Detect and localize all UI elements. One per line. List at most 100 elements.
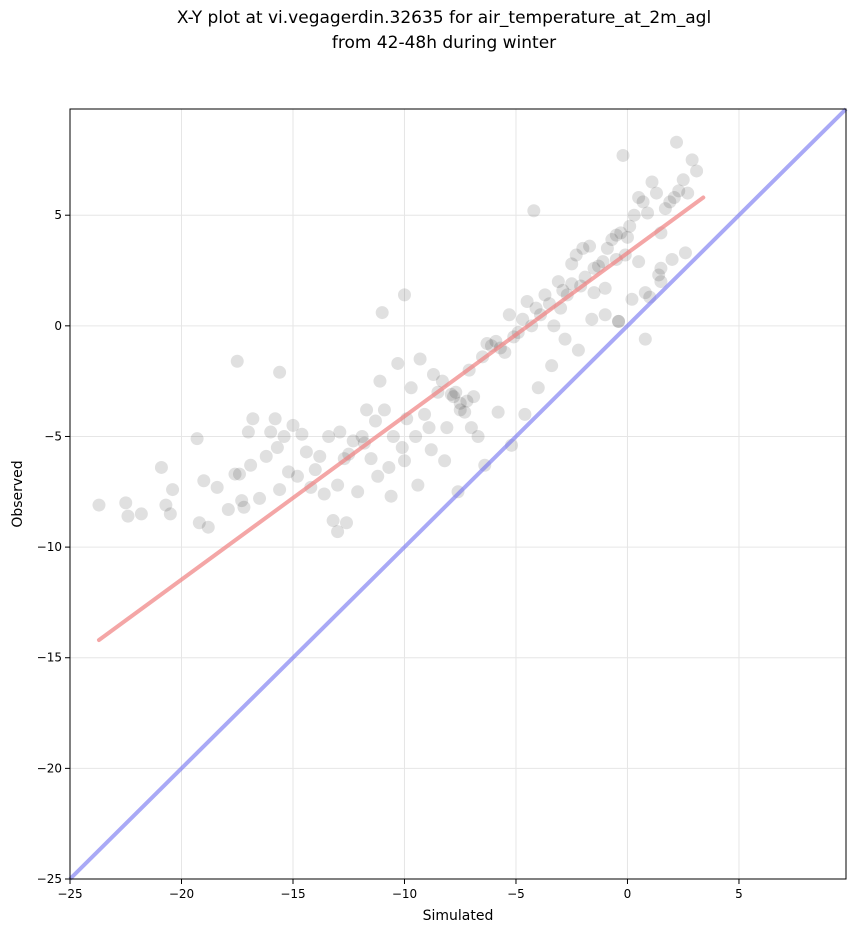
data-point <box>471 429 485 443</box>
data-point <box>458 405 472 419</box>
data-point <box>583 239 597 253</box>
data-point <box>531 381 545 395</box>
data-point <box>368 414 382 428</box>
data-point <box>270 441 284 455</box>
data-point <box>464 421 478 435</box>
data-point <box>241 425 255 439</box>
data-point <box>273 365 287 379</box>
data-point <box>529 301 543 315</box>
data-point <box>386 429 400 443</box>
data-point <box>159 498 173 512</box>
data-point <box>277 429 291 443</box>
x-tick-label: −10 <box>392 887 417 901</box>
data-point <box>264 425 278 439</box>
data-point <box>373 374 387 388</box>
data-point <box>395 441 409 455</box>
data-point <box>355 429 369 443</box>
data-point <box>121 509 135 523</box>
data-point <box>596 255 610 269</box>
data-point <box>340 516 354 530</box>
data-point <box>382 460 396 474</box>
data-point <box>192 516 206 530</box>
data-point <box>418 407 432 421</box>
x-tick-label: 5 <box>735 887 743 901</box>
data-point <box>92 498 106 512</box>
data-point <box>346 434 360 448</box>
data-point <box>587 286 601 300</box>
data-point <box>547 319 561 333</box>
data-point <box>119 496 133 510</box>
data-point <box>600 241 614 255</box>
data-point <box>286 418 300 432</box>
data-point <box>453 403 467 417</box>
scatter-points <box>92 135 704 539</box>
data-point <box>538 288 552 302</box>
data-point <box>351 485 365 499</box>
data-point <box>632 255 646 269</box>
data-point <box>565 257 579 271</box>
data-point <box>520 295 534 308</box>
data-point <box>576 241 590 255</box>
data-point <box>299 445 313 459</box>
plot-frame <box>69 108 847 880</box>
data-point <box>253 491 267 505</box>
data-point <box>228 467 242 481</box>
data-point <box>290 469 304 483</box>
data-point <box>502 308 516 322</box>
data-point <box>422 421 436 435</box>
data-point <box>527 204 541 218</box>
data-point <box>605 233 619 247</box>
data-point <box>625 292 639 306</box>
trend-lines <box>68 107 848 881</box>
x-axis-label: Simulated <box>423 908 494 924</box>
data-point <box>166 483 180 497</box>
data-point <box>438 454 452 468</box>
data-point <box>685 153 699 167</box>
y-tick-label: −20 <box>37 761 62 775</box>
data-point <box>163 507 177 521</box>
x-tick-label: −15 <box>280 887 305 901</box>
data-point <box>391 356 405 370</box>
data-point <box>565 277 579 291</box>
data-point <box>654 275 668 289</box>
data-point <box>616 148 630 162</box>
data-point <box>259 449 273 463</box>
data-point <box>612 314 626 328</box>
data-point <box>676 173 690 187</box>
data-point <box>672 184 686 198</box>
data-point <box>397 288 411 302</box>
data-point <box>331 478 345 492</box>
data-point <box>282 465 296 479</box>
identity-line <box>68 107 848 881</box>
data-point <box>246 412 260 426</box>
data-point <box>585 312 599 326</box>
data-point <box>447 390 461 404</box>
chart-title-line2: from 42-48h during winter <box>332 33 556 53</box>
data-point <box>190 432 204 446</box>
data-point <box>397 454 411 468</box>
data-point <box>360 403 374 417</box>
data-point <box>308 463 322 477</box>
y-tick-label: 5 <box>54 208 62 222</box>
data-point <box>460 394 474 408</box>
data-point <box>453 396 467 410</box>
x-tick-label: −5 <box>507 887 525 901</box>
data-point <box>609 228 623 242</box>
data-point <box>244 458 258 472</box>
data-point <box>551 275 565 289</box>
y-tick-label: −5 <box>44 429 62 443</box>
data-point <box>404 381 418 395</box>
data-point <box>620 230 634 244</box>
chart-title-line1: X-Y plot at vi.vegagerdin.32635 for air_… <box>177 8 711 28</box>
data-point <box>665 252 679 266</box>
data-point <box>516 312 530 326</box>
data-point <box>295 427 309 441</box>
data-point <box>134 507 148 521</box>
data-point <box>587 261 601 275</box>
data-point <box>591 259 605 273</box>
y-axis-label: Observed <box>10 460 26 527</box>
data-point <box>545 359 559 373</box>
data-point <box>371 469 385 483</box>
data-point <box>638 332 652 346</box>
data-point <box>598 308 612 322</box>
